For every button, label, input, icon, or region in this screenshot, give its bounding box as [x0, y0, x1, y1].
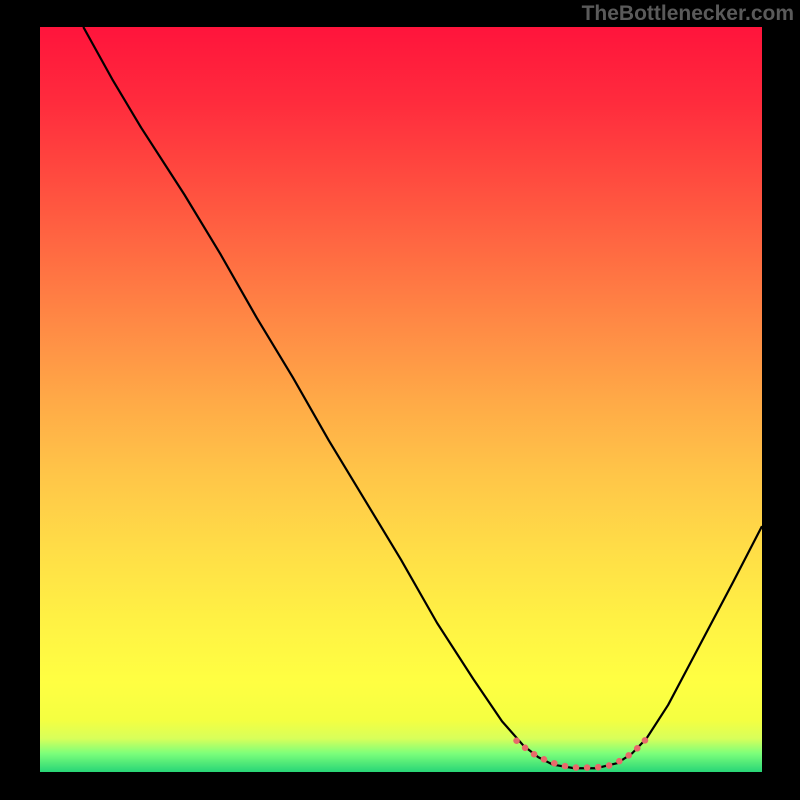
plot-area [40, 27, 762, 772]
chart-container: TheBottlenecker.com [0, 0, 800, 800]
watermark-text: TheBottlenecker.com [582, 2, 794, 26]
plot-svg [40, 27, 762, 772]
